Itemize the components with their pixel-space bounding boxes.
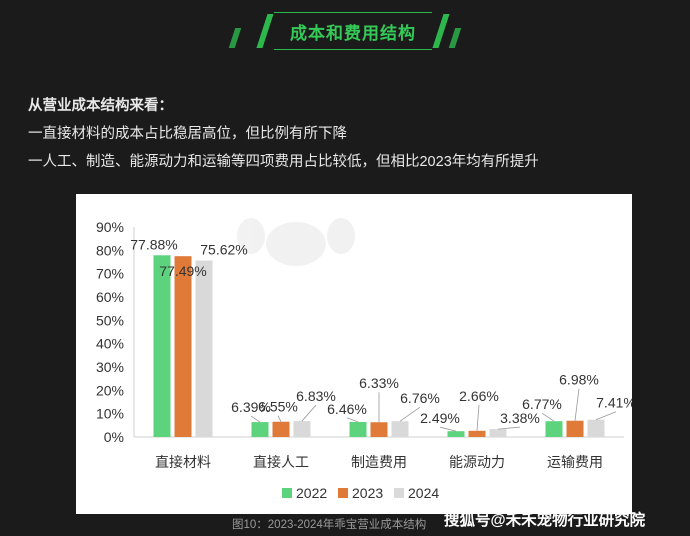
y-tick-label: 80% xyxy=(96,242,124,258)
bar-2024 xyxy=(195,260,213,437)
data-label: 6.39% xyxy=(231,399,271,415)
decor-slash xyxy=(256,14,274,48)
data-label: 6.98% xyxy=(559,372,599,388)
legend-swatch-2024 xyxy=(394,488,404,498)
data-label-leader xyxy=(277,415,282,422)
bar-2023 xyxy=(370,422,388,437)
bar-2022 xyxy=(153,255,171,437)
intro-heading: 从营业成本结构来看： xyxy=(28,98,173,114)
data-label: 3.38% xyxy=(500,410,540,426)
x-tick-label: 制造费用 xyxy=(351,454,407,470)
x-tick-label: 能源动力 xyxy=(449,454,505,470)
data-label-leader xyxy=(541,412,555,422)
data-label-leader xyxy=(476,404,480,431)
data-label: 75.62% xyxy=(200,242,247,258)
y-tick-label: 50% xyxy=(96,312,124,328)
data-label: 2.49% xyxy=(420,410,460,426)
legend-label-2024: 2024 xyxy=(408,485,439,501)
bar-2022 xyxy=(545,421,563,437)
bar-2022 xyxy=(447,431,465,437)
page-title: 成本和费用结构 xyxy=(290,23,416,43)
figure-caption: 图10：2023-2024年乖宝营业成本结构 xyxy=(232,519,427,531)
data-label-leader xyxy=(250,415,261,423)
data-label: 7.41% xyxy=(596,395,632,411)
decor-slash xyxy=(432,14,450,48)
section-header: 成本和费用结构 xyxy=(0,0,690,56)
data-label-leader xyxy=(439,426,457,432)
y-tick-label: 30% xyxy=(96,359,124,375)
data-label: 77.88% xyxy=(130,236,177,252)
legend-label-2022: 2022 xyxy=(296,485,327,501)
decor-slash xyxy=(448,28,462,48)
legend-label-2023: 2023 xyxy=(352,485,383,501)
data-label: 6.83% xyxy=(296,388,336,404)
intro-line-2: 一人工、制造、能源动力和运输等四项费用占比较低，但相比2023年均有所提升 xyxy=(28,154,539,170)
decor-slash xyxy=(228,28,242,48)
data-label-leader xyxy=(301,404,317,422)
y-tick-label: 40% xyxy=(96,336,124,352)
data-label-leader xyxy=(497,426,521,430)
data-label: 6.55% xyxy=(258,399,298,415)
data-label-leader xyxy=(574,388,580,421)
intro-line-1: 一直接材料的成本占比稳居高位，但比例有所下降 xyxy=(28,126,347,142)
data-label: 77.49% xyxy=(159,263,206,279)
data-label-leader xyxy=(399,406,421,422)
data-label-leader xyxy=(346,417,359,423)
y-tick-label: 90% xyxy=(96,219,124,235)
y-tick-label: 20% xyxy=(96,382,124,398)
y-tick-label: 60% xyxy=(96,289,124,305)
y-tick-label: 10% xyxy=(96,406,124,422)
x-tick-label: 直接人工 xyxy=(253,454,309,470)
data-label: 6.33% xyxy=(359,375,399,391)
bar-2022 xyxy=(251,422,269,437)
x-tick-label: 直接材料 xyxy=(155,454,211,470)
bar-2024 xyxy=(587,419,605,437)
bar-2023 xyxy=(174,256,192,437)
bar-2024 xyxy=(293,421,311,437)
watermark-text: 搜狐号@禾禾宠物行业研究院 xyxy=(444,512,646,529)
bar-2023 xyxy=(468,430,486,437)
x-tick-label: 运输费用 xyxy=(547,454,603,470)
data-label: 6.46% xyxy=(327,401,367,417)
bar-2022 xyxy=(349,421,367,437)
chart-card: 0% 10% 20% 30% 40% 50% 60% 70% 80% 90% 直接材料 直接人工 制造费… xyxy=(76,194,636,514)
bar-chart: 0% 10% 20% 30% 40% 50% 60% 70% 80% 90% 直接材料 直接人工 制造费… xyxy=(96,218,636,501)
legend-swatch-2023 xyxy=(338,488,348,498)
y-tick-label: 70% xyxy=(96,266,124,282)
data-label: 2.66% xyxy=(459,388,499,404)
title-box: 成本和费用结构 xyxy=(274,12,432,50)
bar-2024 xyxy=(489,429,507,437)
bar-2023 xyxy=(566,420,584,437)
watermark-paw xyxy=(237,218,355,266)
data-label: 6.77% xyxy=(522,396,562,412)
bar-2024 xyxy=(391,421,409,437)
intro-text: 从营业成本结构来看： 一直接材料的成本占比稳居高位，但比例有所下降 一人工、制造… xyxy=(28,92,539,176)
legend-swatch-2022 xyxy=(282,488,292,498)
data-label: 6.76% xyxy=(400,390,440,406)
y-tick-label: 0% xyxy=(104,429,124,445)
bar-2023 xyxy=(272,421,290,437)
data-label-leader xyxy=(595,411,617,421)
